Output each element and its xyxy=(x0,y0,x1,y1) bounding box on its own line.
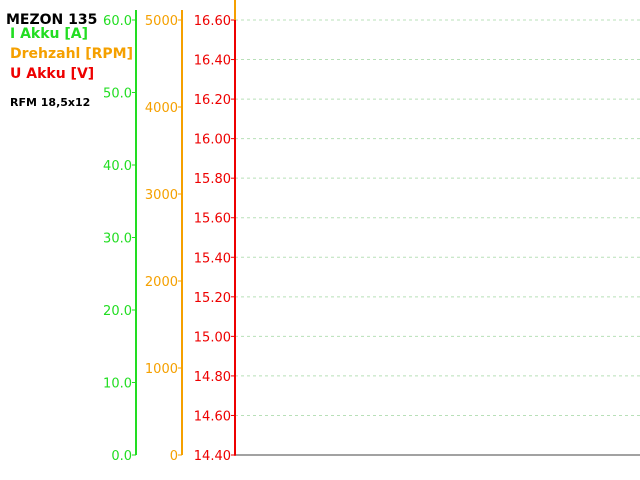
current-tick-label: 60.0 xyxy=(103,14,132,29)
legend-current: I Akku [A] xyxy=(10,26,88,42)
legend-rpm: Drehzahl [RPM] xyxy=(10,46,133,62)
grid xyxy=(235,19,640,456)
voltage-tick-label: 15.40 xyxy=(194,251,231,266)
rpm-tick-label: 1000 xyxy=(145,362,178,377)
voltage-tick-label: 14.40 xyxy=(194,449,231,464)
rpm-tick-label: 4000 xyxy=(145,101,178,116)
voltage-tick-label: 16.60 xyxy=(194,14,231,29)
voltage-tick-label: 16.00 xyxy=(194,133,231,148)
rpm-tick-label: 0 xyxy=(170,449,178,464)
rpm-tick-label: 3000 xyxy=(145,188,178,203)
current-tick-label: 10.0 xyxy=(103,377,132,392)
current-tick-label: 0.0 xyxy=(111,449,132,464)
rpm-tick-label: 2000 xyxy=(145,275,178,290)
voltage-tick-label: 15.20 xyxy=(194,291,231,306)
current-tick-label: 30.0 xyxy=(103,232,132,247)
chart-subtitle: RFM 18,5x12 xyxy=(10,96,90,109)
voltage-tick-label: 15.00 xyxy=(194,330,231,345)
voltage-tick-label: 14.60 xyxy=(194,409,231,424)
legend-voltage: U Akku [V] xyxy=(10,66,94,82)
axes: 00:1500:2000:2500:300.010.020.030.040.05… xyxy=(103,10,640,464)
current-tick-label: 20.0 xyxy=(103,304,132,319)
voltage-tick-label: 15.60 xyxy=(194,212,231,227)
current-tick-label: 40.0 xyxy=(103,159,132,174)
chart-title: MEZON 135 xyxy=(6,12,97,28)
voltage-tick-label: 14.80 xyxy=(194,370,231,385)
voltage-tick-label: 16.40 xyxy=(194,54,231,69)
rpm-tick-label: 5000 xyxy=(145,14,178,29)
labels: MEZON 135 I Akku [A] Drehzahl [RPM] U Ak… xyxy=(6,12,133,109)
voltage-tick-label: 15.80 xyxy=(194,172,231,187)
voltage-tick-label: 16.20 xyxy=(194,93,231,108)
current-tick-label: 50.0 xyxy=(103,87,132,102)
